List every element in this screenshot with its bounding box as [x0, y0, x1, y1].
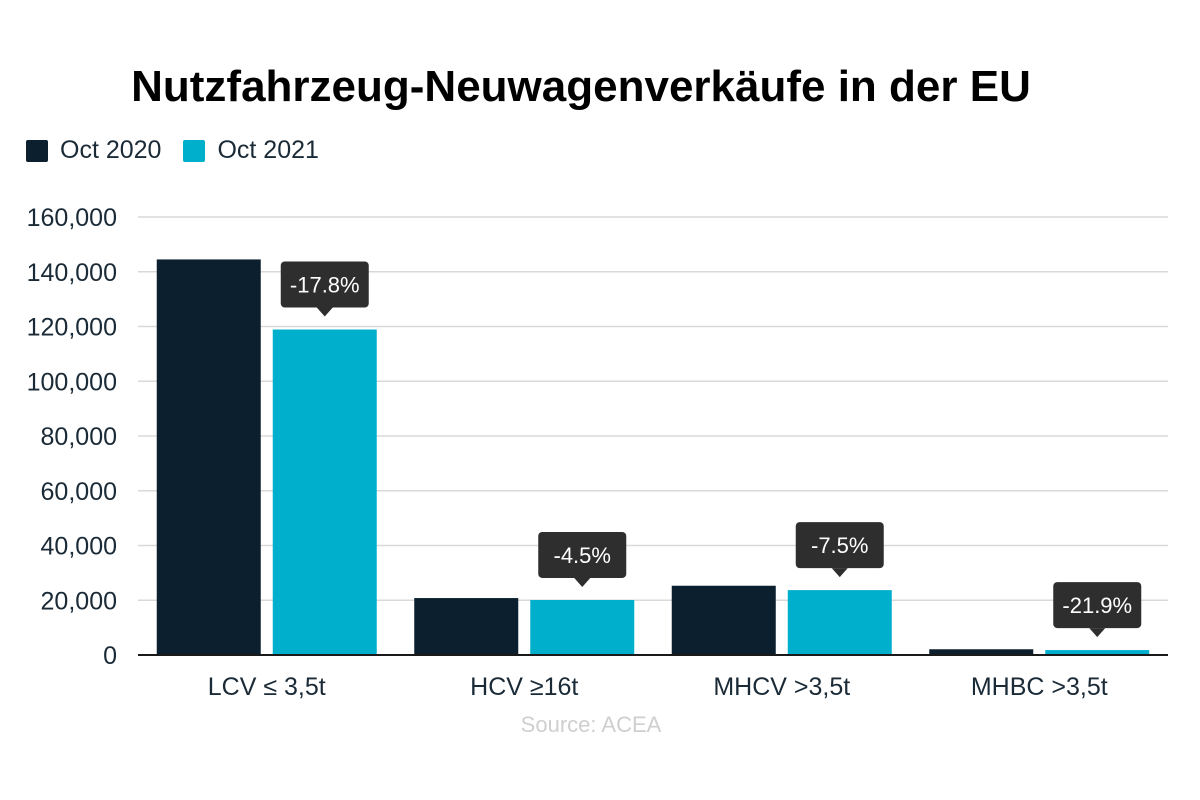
chart-title: Nutzfahrzeug-Neuwagenverkäufe in der EU [131, 62, 1031, 111]
source-note: Source: ACEA [520, 712, 662, 737]
y-tick-label: 40,000 [41, 533, 117, 561]
change-label: -4.5% [554, 543, 611, 568]
legend-swatch-oct-2020 [26, 139, 48, 162]
bar-oct-2020 [671, 585, 776, 655]
legend-item-oct-2020: Oct 2020 [26, 136, 161, 165]
change-callout-box [795, 522, 884, 569]
y-tick-label: 20,000 [41, 587, 117, 615]
change-label: -21.9% [1062, 593, 1132, 618]
x-tick-label: LCV ≤ 3,5t [208, 673, 326, 701]
bar-oct-2021 [530, 599, 635, 655]
y-tick-label: 60,000 [41, 478, 117, 506]
bar-oct-2021 [272, 329, 377, 655]
change-callout-box [1053, 582, 1142, 629]
bar-oct-2021 [1045, 650, 1150, 655]
bar-oct-2020 [414, 598, 519, 655]
y-tick-label: 0 [103, 642, 117, 670]
legend: Oct 2020 Oct 2021 [26, 136, 341, 165]
y-tick-label: 160,000 [27, 204, 117, 232]
change-callout-pointer [316, 307, 333, 317]
y-tick-label: 80,000 [41, 423, 117, 451]
change-callout-box [538, 531, 627, 578]
legend-label-oct-2020: Oct 2020 [60, 136, 162, 164]
x-tick-label: HCV ≥16t [470, 673, 578, 701]
y-tick-label: 100,000 [27, 368, 117, 396]
change-callout-pointer [831, 568, 848, 578]
bar-oct-2020 [929, 649, 1034, 655]
change-callout-box [280, 261, 369, 308]
legend-label-oct-2021: Oct 2021 [217, 136, 319, 164]
change-callout-pointer [1089, 628, 1106, 638]
x-tick-label: MHBC >3,5t [971, 673, 1108, 701]
bar-oct-2021 [787, 590, 892, 655]
change-label: -7.5% [811, 533, 868, 558]
y-tick-label: 120,000 [27, 314, 117, 342]
bar-oct-2020 [156, 259, 261, 655]
change-label: -17.8% [290, 273, 360, 298]
legend-swatch-oct-2021 [183, 139, 206, 162]
x-tick-label: MHCV >3,5t [713, 673, 850, 701]
legend-item-oct-2021: Oct 2021 [183, 136, 319, 165]
y-tick-label: 140,000 [27, 259, 117, 287]
change-callout-pointer [574, 577, 591, 587]
